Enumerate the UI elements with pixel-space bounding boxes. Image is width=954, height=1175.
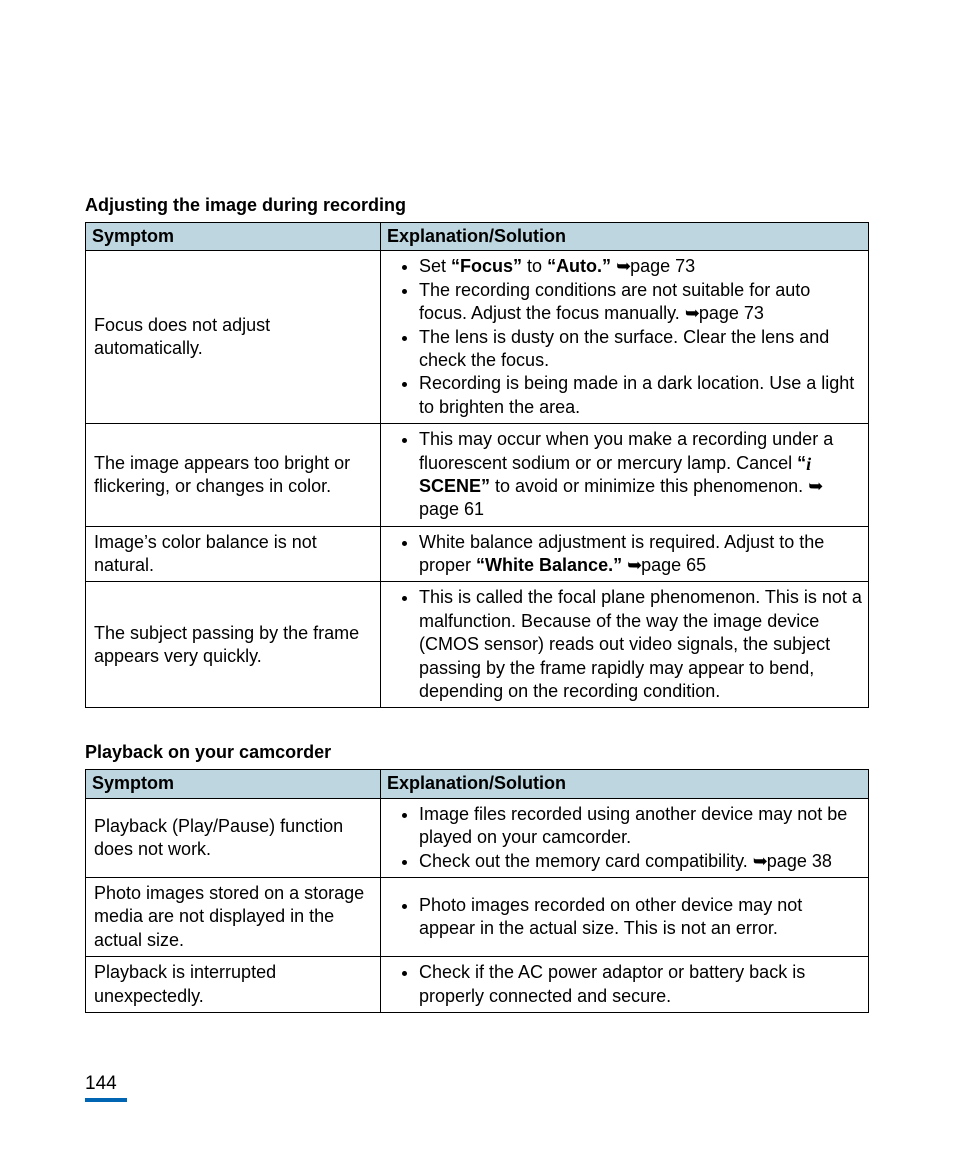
text-run: page 38 <box>767 851 832 871</box>
troubleshoot-table: SymptomExplanation/SolutionFocus does no… <box>85 222 869 708</box>
table-row: Image’s color balance is not natural. Whi… <box>86 526 869 582</box>
solution-list: White balance adjustment is required. Ad… <box>389 531 862 578</box>
text-run: page 65 <box>641 555 706 575</box>
text-run: This may occur when you make a recording… <box>419 429 833 472</box>
section-title: Playback on your camcorder <box>85 742 869 763</box>
text-run: to avoid or minimize this phenomenon. <box>490 476 808 496</box>
text-run: Set <box>419 256 451 276</box>
text-run: “Focus” <box>451 256 522 276</box>
section-title: Adjusting the image during recording <box>85 195 869 216</box>
page-ref-arrow-icon: ➥ <box>685 302 699 325</box>
text-run: page 73 <box>630 256 695 276</box>
table-row: Playback is interrupted unexpectedly. Che… <box>86 957 869 1013</box>
iscene-icon: i <box>806 453 811 476</box>
col-header-symptom: Symptom <box>86 770 381 798</box>
text-run: page 61 <box>419 499 484 519</box>
table-row: The subject passing by the frame appears… <box>86 582 869 708</box>
text-run: Recording is being made in a dark locati… <box>419 373 854 416</box>
solution-item: White balance adjustment is required. Ad… <box>419 531 862 578</box>
solution-cell: This is called the focal plane phenomeno… <box>381 582 869 708</box>
symptom-cell: The subject passing by the frame appears… <box>86 582 381 708</box>
solution-item: Image files recorded using another devic… <box>419 803 862 850</box>
solution-cell: Set “Focus” to “Auto.” ➥page 73The recor… <box>381 251 869 424</box>
sections-container: Adjusting the image during recording Symp… <box>85 195 869 1013</box>
text-run: SCENE” <box>419 476 490 496</box>
text-run: Check if the AC power adaptor or battery… <box>419 962 805 1005</box>
solution-cell: Image files recorded using another devic… <box>381 798 869 877</box>
manual-page: Adjusting the image during recording Symp… <box>0 0 954 1175</box>
solution-cell: Check if the AC power adaptor or battery… <box>381 957 869 1013</box>
page-ref-arrow-icon: ➥ <box>616 255 630 278</box>
col-header-solution: Explanation/Solution <box>381 770 869 798</box>
text-run: Image files recorded using another devic… <box>419 804 847 847</box>
solution-item: Check out the memory card compatibility.… <box>419 850 862 873</box>
solution-list: This may occur when you make a recording… <box>389 428 862 522</box>
col-header-symptom: Symptom <box>86 223 381 251</box>
solution-item: The recording conditions are not suitabl… <box>419 279 862 326</box>
page-ref-arrow-icon: ➥ <box>627 554 641 577</box>
text-run: Photo images recorded on other device ma… <box>419 895 802 938</box>
solution-item: Photo images recorded on other device ma… <box>419 894 862 941</box>
symptom-cell: Image’s color balance is not natural. <box>86 526 381 582</box>
text-run: This is called the focal plane phenomeno… <box>419 587 862 701</box>
page-ref-arrow-icon: ➥ <box>753 850 767 873</box>
solution-item: This is called the focal plane phenomeno… <box>419 586 862 703</box>
page-number-underline <box>85 1098 127 1102</box>
text-run: “White Balance.” <box>476 555 622 575</box>
text-run: page 73 <box>699 303 764 323</box>
page-ref-arrow-icon: ➥ <box>808 475 822 498</box>
text-run: to <box>522 256 547 276</box>
solution-list: Set “Focus” to “Auto.” ➥page 73The recor… <box>389 255 862 419</box>
symptom-cell: The image appears too bright or flickeri… <box>86 424 381 527</box>
solution-list: Image files recorded using another devic… <box>389 803 862 873</box>
solution-cell: White balance adjustment is required. Ad… <box>381 526 869 582</box>
solution-list: Check if the AC power adaptor or battery… <box>389 961 862 1008</box>
solution-item: Recording is being made in a dark locati… <box>419 372 862 419</box>
symptom-cell: Playback (Play/Pause) function does not … <box>86 798 381 877</box>
text-run: The lens is dusty on the surface. Clear … <box>419 327 829 370</box>
table-row: Playback (Play/Pause) function does not … <box>86 798 869 877</box>
text-run: “Auto.” <box>547 256 611 276</box>
symptom-cell: Playback is interrupted unexpectedly. <box>86 957 381 1013</box>
table-row: Focus does not adjust automatically.Set … <box>86 251 869 424</box>
page-number: 144 <box>85 1073 117 1095</box>
solution-cell: Photo images recorded on other device ma… <box>381 877 869 956</box>
symptom-cell: Focus does not adjust automatically. <box>86 251 381 424</box>
table-row: Photo images stored on a storage media a… <box>86 877 869 956</box>
solution-item: This may occur when you make a recording… <box>419 428 862 522</box>
symptom-cell: Photo images stored on a storage media a… <box>86 877 381 956</box>
solution-item: Check if the AC power adaptor or battery… <box>419 961 862 1008</box>
col-header-solution: Explanation/Solution <box>381 223 869 251</box>
solution-list: This is called the focal plane phenomeno… <box>389 586 862 703</box>
solution-item: The lens is dusty on the surface. Clear … <box>419 326 862 373</box>
solution-list: Photo images recorded on other device ma… <box>389 894 862 941</box>
solution-item: Set “Focus” to “Auto.” ➥page 73 <box>419 255 862 278</box>
text-run: Check out the memory card compatibility. <box>419 851 753 871</box>
table-row: The image appears too bright or flickeri… <box>86 424 869 527</box>
troubleshoot-table: SymptomExplanation/SolutionPlayback (Pla… <box>85 769 869 1013</box>
solution-cell: This may occur when you make a recording… <box>381 424 869 527</box>
text-run: “ <box>797 453 806 473</box>
